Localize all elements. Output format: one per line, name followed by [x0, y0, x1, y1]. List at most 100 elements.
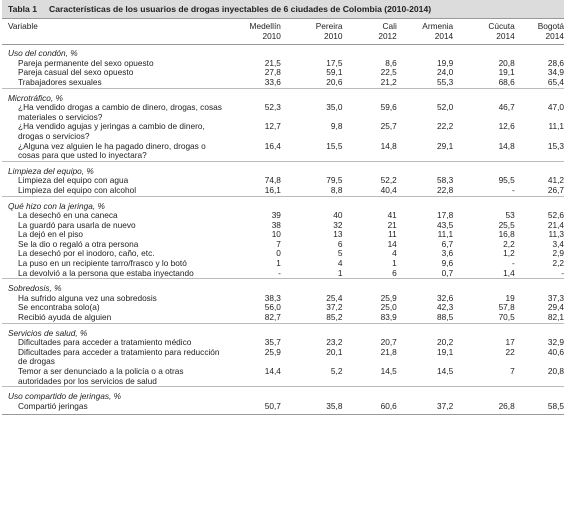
row-label: Pareja permanente del sexo opuesto: [18, 57, 154, 68]
value-cell: 5,2: [330, 366, 343, 376]
section-separator: [2, 160, 564, 162]
value-cell: 65,4: [547, 76, 564, 87]
separator-cell: [2, 386, 564, 388]
value-cell: 1: [276, 258, 281, 269]
value-cell: 85,2: [326, 312, 343, 323]
table-document: Tabla 1 Características de los usuarios d…: [2, 0, 564, 416]
value-cell: 47,0: [547, 102, 564, 113]
column-year: 2012: [378, 30, 397, 41]
value-cell: 2,9: [552, 248, 564, 259]
value-cell: 25,0: [380, 302, 397, 313]
section-row: Qué hizo con la jeringa, %: [2, 197, 564, 212]
value-cell: 32,9: [547, 337, 564, 348]
column-year: 2014: [496, 30, 515, 41]
value-cell: 59,6: [380, 102, 397, 113]
value-cell: 21,8: [380, 346, 397, 357]
value-cell: 16,4: [264, 140, 281, 151]
value-cell: 25,7: [380, 121, 397, 132]
value-cell: 24,0: [437, 67, 454, 78]
section-title: Uso del condón, %: [8, 48, 78, 59]
value-cell: 7: [510, 366, 515, 376]
value-cell: 60,6: [342, 401, 397, 416]
value-cell: -: [511, 184, 515, 195]
value-cell: 4: [392, 248, 397, 259]
value-cell: 20,1: [326, 346, 343, 357]
value-cell: 37,2: [396, 401, 454, 416]
value-cell: 0,7: [441, 267, 454, 278]
value-cell: 14,4: [264, 366, 281, 376]
row-label: La guardó para usarla de nuevo: [18, 219, 136, 230]
value-cell: 79,5: [326, 175, 343, 186]
data-row: La desechó por el inodoro, caño, etc. 0 5 4…: [2, 249, 564, 259]
data-row: Ha sufrido alguna vez una sobredosis 38,3…: [2, 292, 564, 304]
data-row: Recibió ayuda de alguien 82,7 85,2 83,9 88,5…: [2, 312, 564, 323]
value-cell: 34,9: [547, 67, 564, 78]
value-cell: 38: [271, 219, 281, 230]
row-label: Ha sufrido alguna vez una sobredosis: [18, 292, 157, 303]
column-year: 2014: [434, 30, 454, 41]
row-label: ¿Ha vendido drogas a cambio de dinero, d…: [18, 102, 222, 122]
table-caption: Características de los usuarios de droga…: [48, 4, 432, 14]
value-cell: 95,5: [498, 175, 515, 186]
row-label: Pareja casual del sexo opuesto: [18, 67, 134, 78]
value-cell: 39: [271, 210, 281, 221]
value-cell: 59,1: [326, 67, 343, 78]
value-cell: 12,7: [264, 121, 281, 132]
section-title: Uso compartido de jeringas, %: [8, 391, 121, 402]
value-cell: 21,4: [547, 219, 564, 230]
value-cell: 17,5: [326, 57, 343, 68]
value-cell: 14,8: [380, 140, 397, 151]
row-label: La desechó en una caneca: [18, 210, 118, 221]
value-cell: 14,8: [498, 140, 515, 151]
row-label: Dificultades para acceder a tratamiento …: [18, 337, 192, 348]
data-row: Limpieza del equipo con agua 74,8 79,5 52,2…: [2, 176, 564, 186]
value-cell: 52,2: [380, 175, 397, 186]
value-cell: 5: [337, 248, 343, 259]
row-label: Recibió ayuda de alguien: [18, 312, 112, 323]
data-row: La dejó en el piso 10 13 11 11,1 16,8 11,3: [2, 230, 564, 240]
value-cell: 20,8: [547, 366, 564, 376]
value-cell: 58,3: [437, 175, 454, 186]
data-row: Pareja permanente del sexo opuesto 21,5 17…: [2, 57, 564, 69]
value-cell: -: [278, 267, 281, 278]
value-cell: 25,9: [380, 292, 397, 303]
value-cell: 19: [505, 292, 515, 303]
value-cell: 25,9: [264, 346, 281, 357]
value-cell: 8,8: [330, 184, 343, 195]
row-label: Trabajadores sexuales: [18, 76, 102, 87]
value-cell: 68,6: [498, 76, 515, 87]
header-cell: Cali 2012: [342, 19, 397, 46]
value-cell: 2,2: [552, 258, 564, 269]
value-cell: 26,7: [547, 184, 564, 195]
section-separator: [2, 322, 564, 324]
section-title: Limpieza del equipo, %: [8, 165, 94, 176]
value-cell: 25,5: [498, 219, 515, 230]
value-cell: 11,1: [437, 229, 454, 240]
value-cell: 38,3: [264, 292, 281, 303]
separator-cell: [2, 195, 564, 197]
value-cell: 10: [271, 229, 281, 240]
value-cell: 6: [392, 267, 397, 278]
data-row: Trabajadores sexuales 33,6 20,6 21,2 55,3 68,…: [2, 76, 564, 88]
row-label: Se la dio o regaló a otra persona: [18, 238, 139, 249]
value-cell: 35,8: [280, 401, 343, 416]
value-cell: 43,5: [437, 219, 454, 230]
value-cell: 22: [505, 346, 515, 357]
value-cell: 82,7: [264, 312, 281, 323]
section-title: Microtráfico, %: [8, 92, 63, 103]
value-cell: 32,6: [437, 292, 454, 303]
value-cell: 88,5: [437, 312, 454, 323]
data-row: Dificultades para acceder a tratamiento …: [2, 338, 564, 348]
value-cell: 6,7: [441, 238, 454, 249]
table-number: Tabla 1: [8, 4, 37, 14]
value-cell: 41: [387, 210, 397, 221]
data-row: Dificultades para acceder a tratamiento …: [2, 346, 564, 367]
value-cell: 40: [333, 210, 343, 221]
row-label: La puso en un recipiente tarro/frasco y …: [18, 258, 187, 269]
header-cell: Variable: [2, 19, 236, 46]
data-row: La desechó en una caneca 39 40 41 17,8 53 52,6: [2, 210, 564, 221]
value-cell: 25,4: [326, 292, 343, 303]
section-title: Qué hizo con la jeringa, %: [8, 200, 105, 211]
value-cell: 13: [333, 229, 343, 240]
